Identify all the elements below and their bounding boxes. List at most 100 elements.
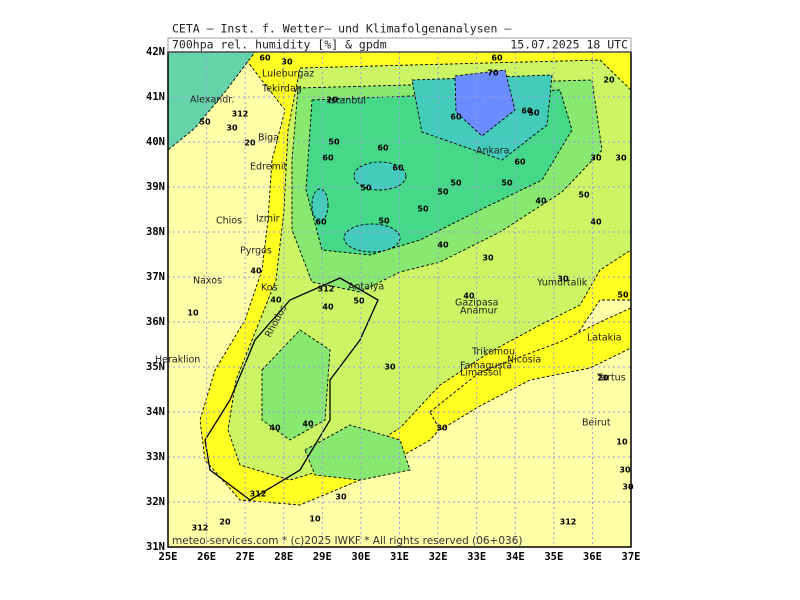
place-name: Pyrgos [240,246,272,257]
contour-label: 60 [259,54,271,63]
lon-label: 29E [313,551,332,563]
contour-label: 312 [232,110,249,119]
field-name: 700hpa rel. humidity [%] & gpdm [172,38,387,52]
contour-label: 50 [528,109,540,118]
contour-label: 30 [619,466,631,475]
contour-label: 40 [322,303,334,312]
place-name: Beirut [582,418,611,429]
lat-label: 38N [146,226,165,238]
contour-label: 60 [491,54,503,63]
contour-label: 30 [590,154,602,163]
valid-date: 15.07.2025 18 UTC [510,38,628,52]
lon-label: 25E [159,551,178,563]
contour-label: 20 [244,139,256,148]
lat-label: 37N [146,271,165,283]
contour-label: 70 [487,69,499,78]
place-name: Luleburgaz [262,69,314,80]
lat-label: 31N [146,541,165,553]
contour-label: 312 [560,518,577,527]
contour-label: 50 [417,205,429,214]
contour-label: 60 [392,164,404,173]
place-name: Latakia [587,333,622,344]
contour-label: 40 [535,197,547,206]
header-title: CETA – Inst. f. Wetter– und Klimafolgena… [172,22,511,36]
place-name: Alexandr. [190,95,234,106]
place-name: Antalya [348,282,384,293]
place-name: Chios [216,216,242,227]
contour-label: 60 [315,218,327,227]
contour-label: 30 [615,154,627,163]
place-name: Gazipasa [455,298,498,309]
header-box [167,37,632,53]
place-name: Kos [261,283,278,294]
contour-label: 312 [192,524,209,533]
footer: meteo-services.com * (c)2025 IWKF * All … [172,535,523,547]
lon-label: 28E [274,551,293,563]
place-name: Istanbul [328,96,366,107]
place-name: Heraklion [155,355,200,366]
place-name: Izmir [256,214,280,225]
place-name: Nicosia [507,355,541,366]
contour-label: 312 [318,285,335,294]
contour-label: 30 [557,275,569,284]
contour-label: 10 [309,515,321,524]
contour-label: 20 [326,96,338,105]
lon-label: 37E [622,551,641,563]
contour-label: 50 [360,184,372,193]
contour-label: 50 [199,118,211,127]
contour-label: 30 [335,493,347,502]
place-name: Tekirdag [261,84,302,95]
contour-label: 20 [219,518,231,527]
contour-label: 50 [501,179,513,188]
lon-label: 34E [506,551,525,563]
contour-label: 40 [463,292,475,301]
lat-label: 41N [146,91,165,103]
contour-label: 30 [384,363,396,372]
lat-label: 32N [146,496,165,508]
lon-label: 35E [544,551,563,563]
contour-label: 20 [603,76,615,85]
lat-label: 40N [146,136,165,148]
place-name: Yumurtalik [536,278,588,289]
contour-label: 50 [437,188,449,197]
lon-label: 33E [467,551,486,563]
contour-label: 40 [590,218,602,227]
lon-label: 30E [351,551,370,563]
lon-label: 36E [583,551,602,563]
contour-label: 60 [514,158,526,167]
contour-label: 40 [250,267,262,276]
contour-label: 40 [302,420,314,429]
contour-label: 10 [187,309,199,318]
place-name: Ankara [476,146,509,157]
contour-label: 30 [622,483,634,492]
place-name: Limassol [460,368,501,379]
contour-label: 40 [270,296,282,305]
place-name: Anamur [460,306,498,317]
contour-label: 30 [436,424,448,433]
place-name: Trikomou [471,347,515,358]
place-name: Famagusta [460,361,512,372]
contour-label: 50 [328,138,340,147]
contour-label: 20 [597,374,609,383]
contour-label: 50 [617,291,629,300]
lon-label: 32E [429,551,448,563]
contour-label: 10 [616,438,628,447]
contour-label: 60 [450,113,462,122]
contour-label: 30 [281,58,293,67]
contour-label: 40 [437,241,449,250]
contour-label: 50 [578,191,590,200]
contour-label: 30 [482,254,494,263]
lat-label: 35N [146,361,165,373]
lon-label: 27E [236,551,255,563]
lat-label: 34N [146,406,165,418]
lon-label: 26E [197,551,216,563]
place-name: Edremit [250,162,287,173]
contour-label: 50 [353,297,365,306]
lat-label: 39N [146,181,165,193]
contour-label: 312 [250,490,267,499]
lat-label: 33N [146,451,165,463]
lon-label: 31E [390,551,409,563]
place-name: Naxos [193,276,222,287]
lat-label: 36N [146,316,165,328]
